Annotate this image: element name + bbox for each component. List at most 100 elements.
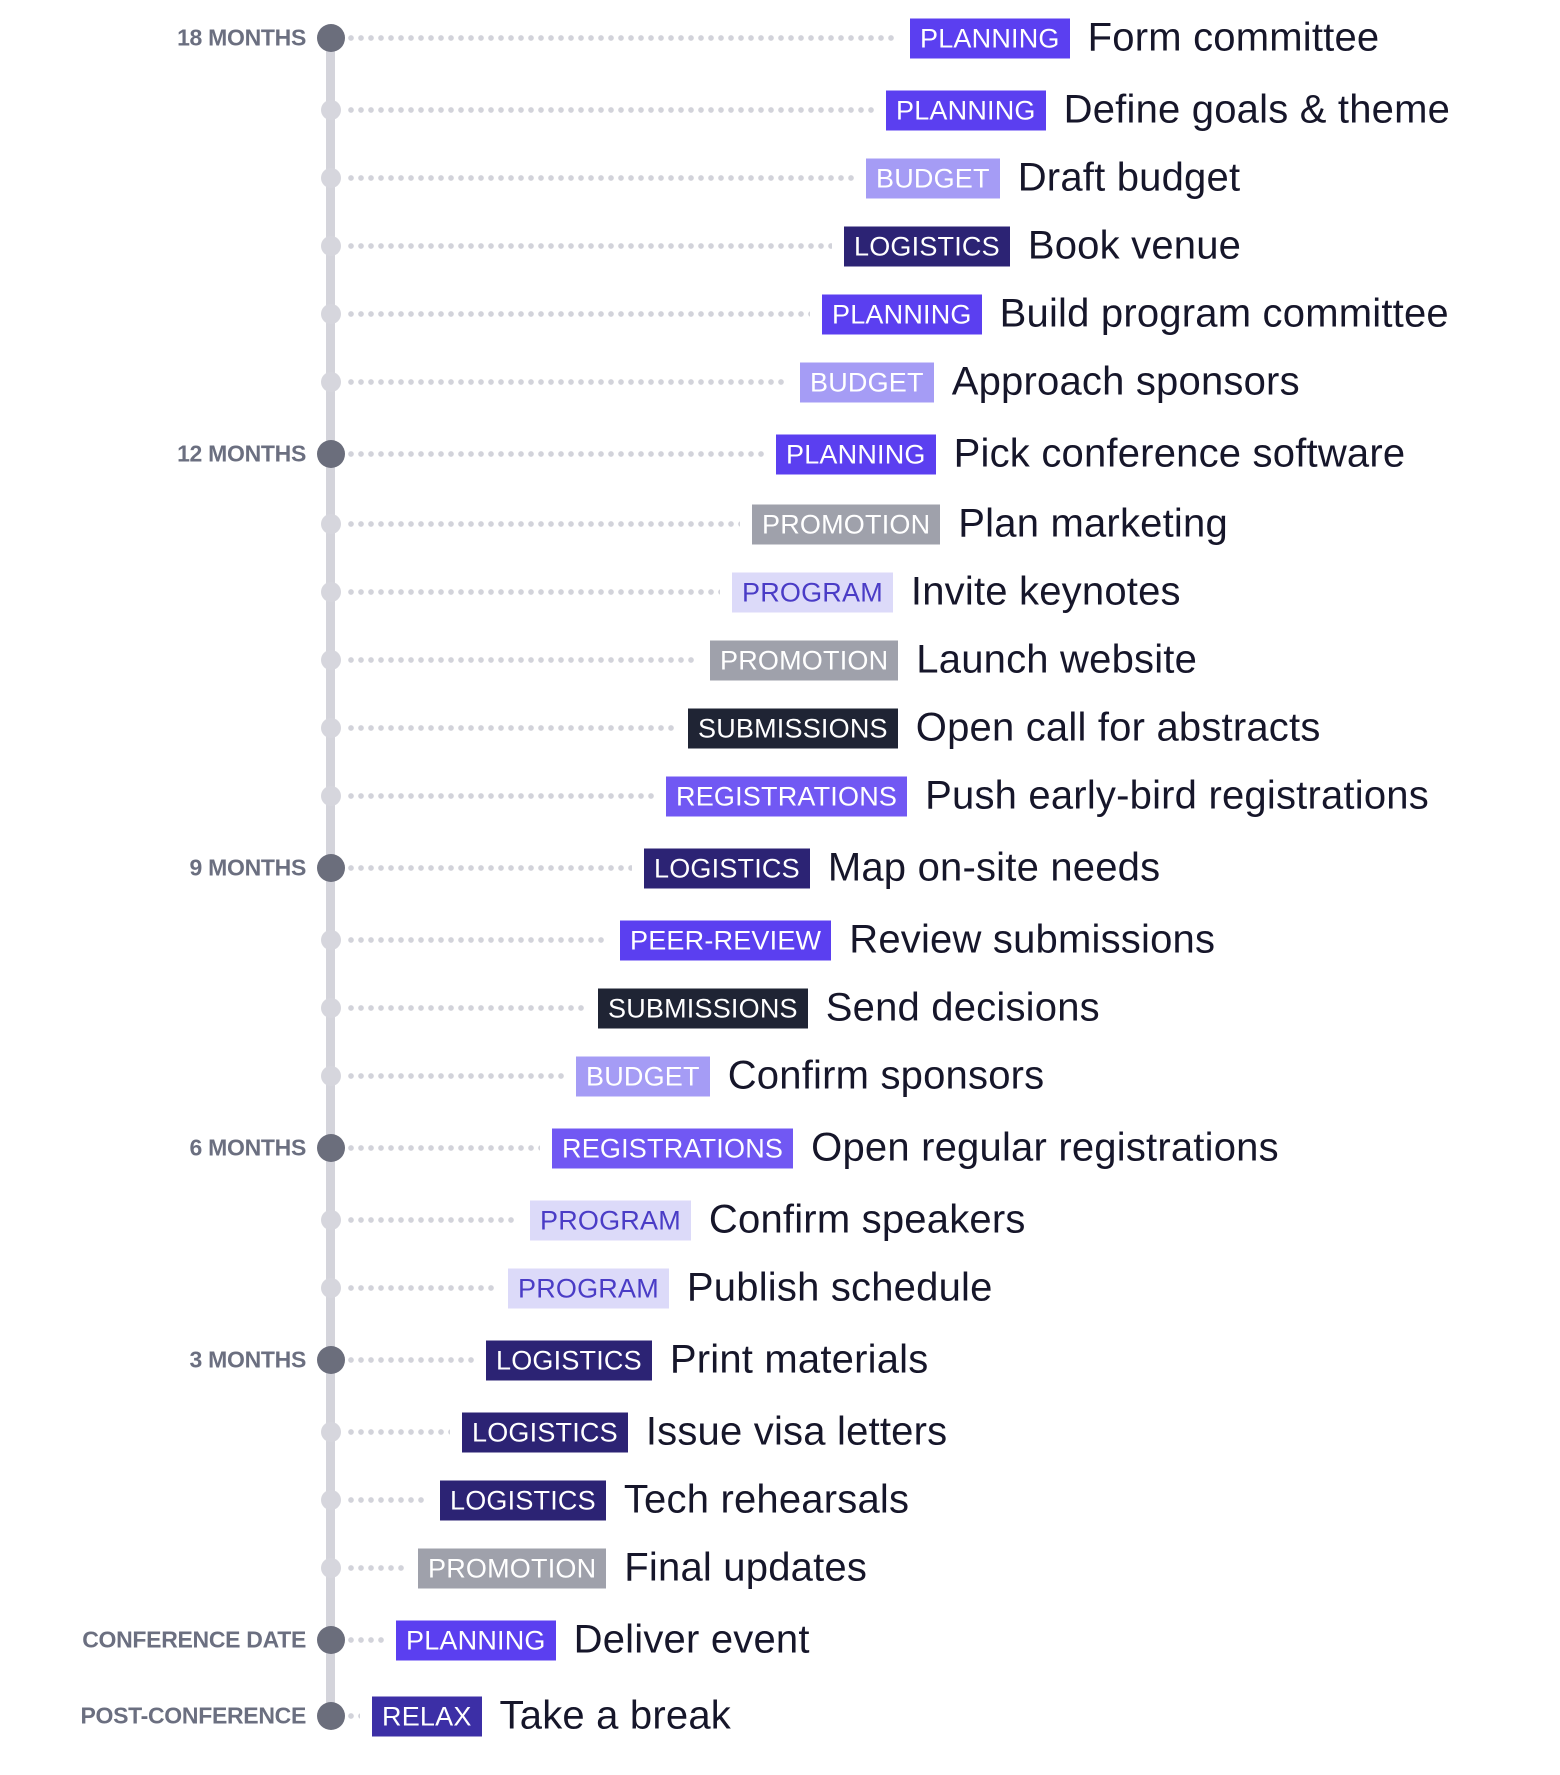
- task-node: [321, 718, 341, 738]
- task-label: Pick conference software: [953, 431, 1406, 476]
- task-node: [321, 236, 341, 256]
- dotted-leader: [346, 175, 854, 181]
- task-label: Open regular registrations: [811, 1125, 1279, 1170]
- category-tag: PLANNING: [396, 1620, 556, 1660]
- task-entry-map-on-site-needs: LOGISTICS Map on-site needs: [644, 846, 1160, 891]
- task-entry-form-committee: PLANNING Form committee: [910, 16, 1379, 61]
- category-tag: LOGISTICS: [440, 1480, 606, 1520]
- timeline-row: LOGISTICS Issue visa letters: [0, 1402, 1560, 1462]
- dotted-leader: [346, 1497, 428, 1503]
- task-entry-send-decisions: SUBMISSIONS Send decisions: [598, 986, 1100, 1031]
- timeline-row: REGISTRATIONS Push early-bird registratio…: [0, 766, 1560, 826]
- dotted-leader: [346, 1429, 450, 1435]
- task-entry-pick-conference-software: PLANNING Pick conference software: [776, 432, 1405, 477]
- dotted-leader: [346, 1637, 384, 1643]
- category-tag: PLANNING: [822, 294, 982, 334]
- task-label: Issue visa letters: [645, 1409, 948, 1454]
- dotted-leader: [346, 725, 676, 731]
- category-tag: PEER-REVIEW: [620, 920, 832, 960]
- timeline-row: PLANNING Define goals & theme: [0, 80, 1560, 140]
- timeline-row: 3 MONTHS LOGISTICS Print materials: [0, 1330, 1560, 1390]
- task-label: Launch website: [916, 637, 1198, 682]
- dotted-leader: [346, 1357, 474, 1363]
- dotted-leader: [346, 657, 698, 663]
- timeline-row: PROMOTION Plan marketing: [0, 494, 1560, 554]
- timeline-row: CONFERENCE DATE PLANNING Deliver event: [0, 1610, 1560, 1670]
- milestone-label: 12 MONTHS: [177, 440, 306, 467]
- task-label: Publish schedule: [686, 1265, 993, 1310]
- task-entry-tech-rehearsals: LOGISTICS Tech rehearsals: [440, 1478, 909, 1523]
- task-label: Tech rehearsals: [623, 1477, 910, 1522]
- timeline-row: PEER-REVIEW Review submissions: [0, 910, 1560, 970]
- dotted-leader: [346, 1073, 564, 1079]
- category-tag: PROGRAM: [508, 1268, 669, 1308]
- category-tag: PROGRAM: [732, 572, 893, 612]
- task-entry-draft-budget: BUDGET Draft budget: [866, 156, 1240, 201]
- task-node: [321, 1066, 341, 1086]
- task-entry-approach-sponsors: BUDGET Approach sponsors: [800, 360, 1300, 405]
- timeline-row: PROMOTION Launch website: [0, 630, 1560, 690]
- task-label: Draft budget: [1017, 155, 1241, 200]
- task-label: Define goals & theme: [1063, 87, 1451, 132]
- timeline-row: POST-CONFERENCE RELAX Take a break: [0, 1686, 1560, 1746]
- task-node: [321, 650, 341, 670]
- task-entry-build-program-committee: PLANNING Build program committee: [822, 292, 1449, 337]
- task-entry-launch-website: PROMOTION Launch website: [710, 638, 1197, 683]
- milestone-node: [317, 440, 345, 468]
- task-label: Deliver event: [573, 1617, 810, 1662]
- timeline-row: SUBMISSIONS Send decisions: [0, 978, 1560, 1038]
- task-entry-confirm-speakers: PROGRAM Confirm speakers: [530, 1198, 1026, 1243]
- dotted-leader: [346, 793, 654, 799]
- timeline-row: SUBMISSIONS Open call for abstracts: [0, 698, 1560, 758]
- timeline-row: 9 MONTHS LOGISTICS Map on-site needs: [0, 838, 1560, 898]
- task-entry-final-updates: PROMOTION Final updates: [418, 1546, 867, 1591]
- category-tag: LOGISTICS: [462, 1412, 628, 1452]
- timeline-row: BUDGET Draft budget: [0, 148, 1560, 208]
- category-tag: PROMOTION: [710, 640, 899, 680]
- category-tag: LOGISTICS: [844, 226, 1010, 266]
- task-entry-book-venue: LOGISTICS Book venue: [844, 224, 1241, 269]
- category-tag: REGISTRATIONS: [552, 1128, 794, 1168]
- task-entry-publish-schedule: PROGRAM Publish schedule: [508, 1266, 993, 1311]
- milestone-node: [317, 1626, 345, 1654]
- dotted-leader: [346, 1217, 518, 1223]
- milestone-label: 9 MONTHS: [189, 854, 307, 881]
- dotted-leader: [346, 937, 608, 943]
- milestone-label: 6 MONTHS: [189, 1134, 307, 1161]
- task-node: [321, 372, 341, 392]
- milestone-node: [317, 24, 345, 52]
- category-tag: LOGISTICS: [644, 848, 810, 888]
- task-label: Confirm sponsors: [727, 1053, 1045, 1098]
- task-label: Confirm speakers: [708, 1197, 1026, 1242]
- timeline-row: PLANNING Build program committee: [0, 284, 1560, 344]
- task-entry-confirm-sponsors: BUDGET Confirm sponsors: [576, 1054, 1044, 1099]
- dotted-leader: [346, 1005, 586, 1011]
- milestone-node: [317, 854, 345, 882]
- task-entry-push-early-bird-registrations: REGISTRATIONS Push early-bird registratio…: [666, 774, 1429, 819]
- task-node: [321, 582, 341, 602]
- dotted-leader: [346, 1285, 496, 1291]
- task-entry-deliver-event: PLANNING Deliver event: [396, 1618, 810, 1663]
- task-label: Form committee: [1087, 15, 1380, 60]
- milestone-node: [317, 1346, 345, 1374]
- task-entry-plan-marketing: PROMOTION Plan marketing: [752, 502, 1228, 547]
- category-tag: PLANNING: [910, 18, 1070, 58]
- task-label: Push early-bird registrations: [925, 773, 1429, 818]
- milestone-label: 3 MONTHS: [189, 1346, 307, 1373]
- task-node: [321, 1210, 341, 1230]
- category-tag: PROGRAM: [530, 1200, 691, 1240]
- dotted-leader: [346, 865, 632, 871]
- task-label: Send decisions: [825, 985, 1100, 1030]
- dotted-leader: [346, 589, 720, 595]
- task-label: Final updates: [624, 1545, 868, 1590]
- dotted-leader: [346, 107, 874, 113]
- dotted-leader: [346, 1565, 406, 1571]
- dotted-leader: [346, 451, 764, 457]
- timeline-row: PROGRAM Invite keynotes: [0, 562, 1560, 622]
- category-tag: LOGISTICS: [486, 1340, 652, 1380]
- task-entry-open-regular-registrations: REGISTRATIONS Open regular registrations: [552, 1126, 1279, 1171]
- task-node: [321, 1558, 341, 1578]
- task-node: [321, 304, 341, 324]
- dotted-leader: [346, 243, 832, 249]
- task-entry-define-goals-and-theme: PLANNING Define goals & theme: [886, 88, 1450, 133]
